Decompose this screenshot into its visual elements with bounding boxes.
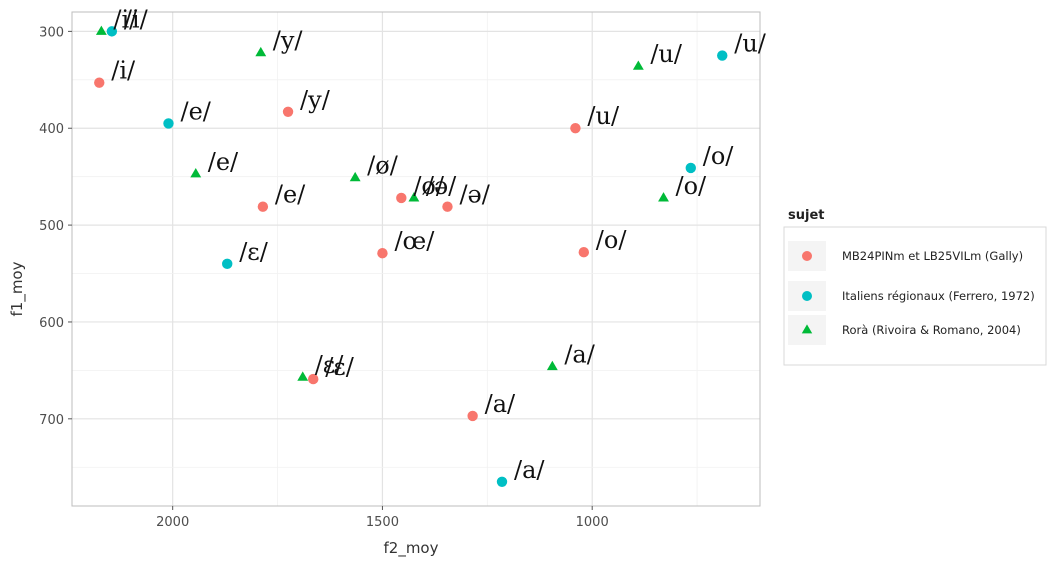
data-label: /u/ [734,30,767,58]
data-point [377,247,388,259]
data-label: /ə/ [426,172,457,200]
x-tick-label: 1500 [366,515,399,530]
y-tick-label: 600 [39,316,64,331]
data-label: /ε/ [325,353,355,381]
data-point [496,476,508,487]
data-label: /ø/ [367,152,399,180]
grid [72,12,760,506]
y-tick-label: 300 [39,25,64,40]
legend-key [802,291,812,301]
data-label: /i/ [124,5,149,33]
data-label: /o/ [703,142,735,170]
data-label: /o/ [676,172,708,200]
data-label: /u/ [587,102,620,130]
data-label: /i/ [113,5,138,33]
legend-key [801,324,813,334]
data-label: /i/ [111,57,136,85]
x-tick-label: 2000 [156,515,189,530]
data-label: /e/ [275,181,306,209]
data-point [442,201,453,212]
y-tick-label: 700 [39,413,64,428]
data-point [257,201,269,212]
data-point [578,247,590,258]
data-point [632,60,644,70]
legend-box [783,226,1047,366]
data-point [94,77,105,88]
data-point [467,410,478,422]
legend-label: MB24PINm et LB25VILm (Gally) [842,249,1023,263]
x-axis: 2000 1500 1000 [156,506,609,530]
data-label: /œ/ [394,227,435,255]
data-label: /y/ [273,27,304,55]
data-label: /u/ [650,40,683,68]
x-tick-label: 1000 [576,515,609,530]
y-tick-label: 500 [39,219,64,234]
data-label: /e/ [208,148,239,176]
data-points [94,25,728,487]
plot-panel [72,12,760,506]
data-point [658,192,669,202]
data-label: /o/ [596,226,628,254]
data-point [685,162,696,174]
data-point [255,46,267,57]
data-point [163,118,174,129]
plot-border [71,11,761,507]
data-label: /a/ [485,390,516,418]
legend-key [802,251,812,261]
data-point [396,192,407,204]
legend: sujet MB24PINm et LB25VILm (Gally) Italie… [783,208,1047,366]
data-label: /ε/ [239,238,269,266]
y-tick-label: 400 [39,122,64,137]
data-label: /a/ [564,341,595,369]
data-point [349,171,361,182]
data-label: /ε/ [315,351,345,379]
data-label: /ø/ [413,172,445,200]
data-label: /e/ [180,97,211,125]
data-point [190,167,202,178]
data-point [546,360,558,371]
data-point [297,371,309,381]
data-point [222,258,233,270]
data-point [308,373,319,385]
y-axis-title: f1_moy [8,261,27,316]
data-point [717,50,728,61]
data-label: /y/ [300,86,331,114]
legend-items: MB24PINm et LB25VILm (Gally) Italiens rég… [788,241,1035,345]
legend-label: Italiens régionaux (Ferrero, 1972) [842,289,1035,303]
legend-label: Rorà (Rivoira & Romano, 2004) [842,323,1021,337]
data-point [408,192,420,202]
y-axis: 300 400 500 600 700 [39,25,72,428]
data-point [106,26,118,37]
data-point [570,123,581,134]
data-point [95,25,107,35]
legend-title: sujet [788,208,824,223]
data-label: /ə/ [459,181,490,209]
data-label: /a/ [514,456,545,484]
data-labels: /i//y//u//e//ø//ə//œ//o//ε//a//i//e//ε//… [111,5,767,483]
data-point [282,106,294,117]
x-axis-title: f2_moy [384,539,439,558]
